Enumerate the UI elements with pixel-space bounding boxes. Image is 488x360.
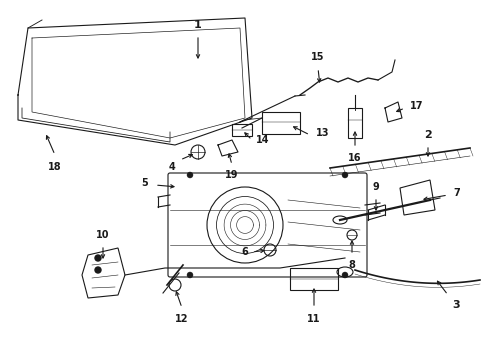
Bar: [231, 124, 251, 136]
Circle shape: [341, 172, 347, 178]
Text: 9: 9: [372, 182, 379, 192]
Circle shape: [186, 272, 193, 278]
Text: 8: 8: [348, 260, 355, 270]
Text: 19: 19: [225, 170, 238, 180]
Text: 3: 3: [451, 300, 459, 310]
Text: 11: 11: [306, 314, 320, 324]
Text: 16: 16: [347, 153, 361, 163]
Bar: [262, 112, 299, 134]
Bar: [347, 108, 361, 138]
FancyBboxPatch shape: [168, 173, 366, 277]
Text: 10: 10: [96, 230, 109, 240]
Text: 1: 1: [194, 20, 202, 30]
Circle shape: [95, 255, 101, 261]
Text: 15: 15: [311, 52, 324, 62]
Text: 5: 5: [141, 178, 148, 188]
Text: 17: 17: [409, 101, 423, 111]
Text: 12: 12: [175, 314, 188, 324]
Text: 4: 4: [168, 162, 175, 172]
Text: 18: 18: [48, 162, 61, 172]
Circle shape: [95, 267, 101, 273]
Text: 14: 14: [256, 135, 269, 145]
Text: 13: 13: [315, 128, 329, 138]
Bar: [289, 268, 337, 290]
Circle shape: [186, 172, 193, 178]
Text: 7: 7: [452, 188, 459, 198]
Circle shape: [341, 272, 347, 278]
Text: 2: 2: [423, 130, 431, 140]
Text: 6: 6: [241, 247, 248, 257]
